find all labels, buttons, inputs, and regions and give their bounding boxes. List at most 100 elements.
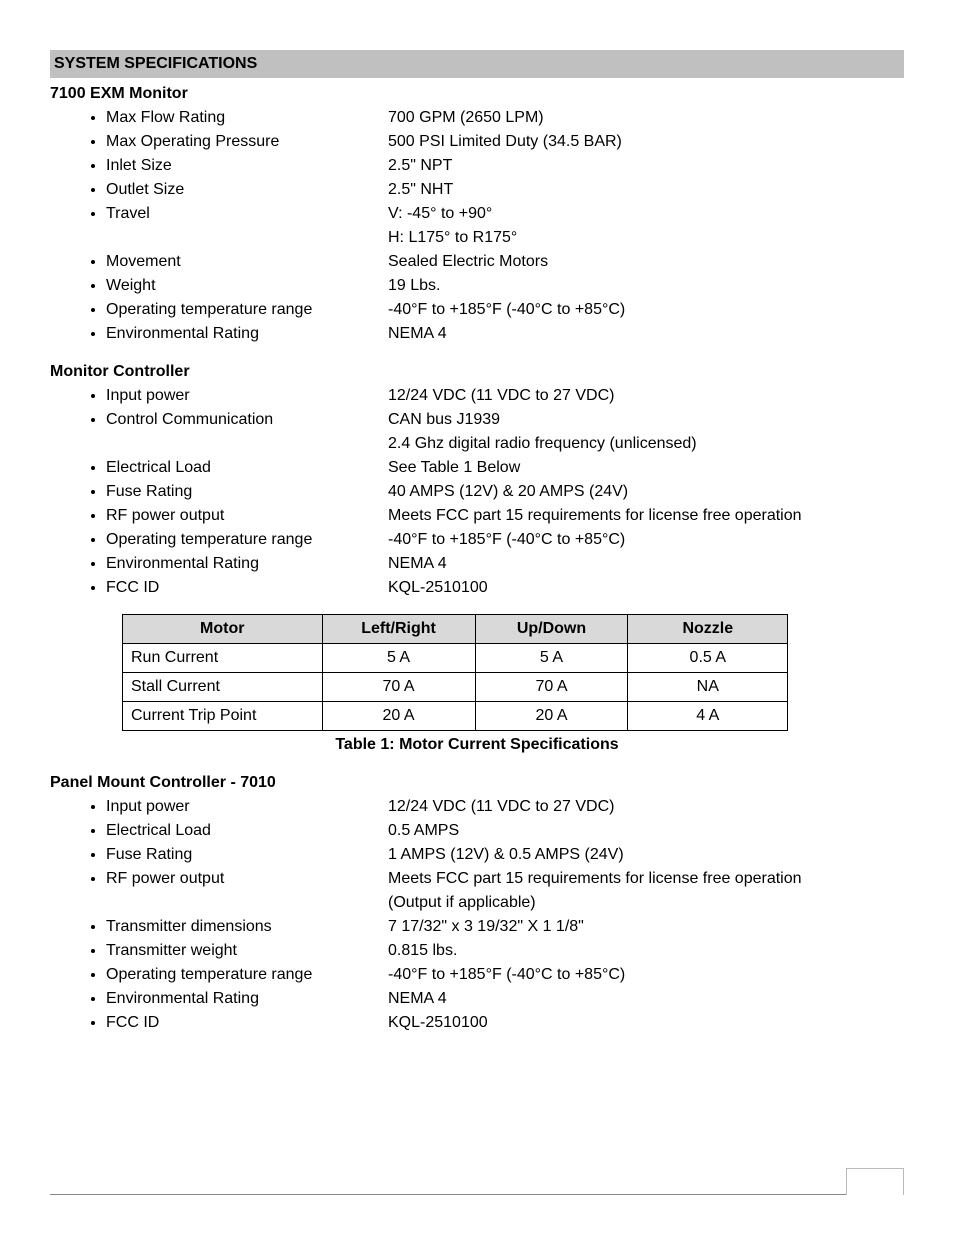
spec-label: FCC ID (106, 576, 388, 600)
table-caption: Table 1: Motor Current Specifications (50, 733, 904, 757)
spec-label: Environmental Rating (106, 987, 388, 1011)
spec-value: 2.5" NPT (388, 154, 904, 178)
footer-rule (50, 1194, 904, 1195)
table-header: Nozzle (628, 615, 788, 644)
spec-value: 2.5" NHT (388, 178, 904, 202)
section1-list: Max Flow Rating700 GPM (2650 LPM)Max Ope… (50, 106, 904, 346)
spec-label: Travel (106, 202, 388, 226)
spec-value: 700 GPM (2650 LPM) (388, 106, 904, 130)
spec-item: Transmitter weight0.815 lbs. (106, 939, 904, 963)
spec-label: Environmental Rating (106, 552, 388, 576)
footer-pagenum-box (846, 1168, 904, 1195)
spec-item: Operating temperature range-40°F to +185… (106, 963, 904, 987)
table-row: Current Trip Point20 A20 A4 A (123, 702, 788, 731)
table-cell: Run Current (123, 644, 323, 673)
spec-label: Fuse Rating (106, 843, 388, 867)
spec-value: NEMA 4 (388, 552, 904, 576)
spec-label: Electrical Load (106, 819, 388, 843)
table-cell: Current Trip Point (123, 702, 323, 731)
spec-value-cont: (Output if applicable) (388, 891, 904, 915)
spec-item: Environmental RatingNEMA 4 (106, 322, 904, 346)
section3-list: Input power12/24 VDC (11 VDC to 27 VDC)E… (50, 795, 904, 1035)
spec-label: FCC ID (106, 1011, 388, 1035)
spec-label: Control Communication (106, 408, 388, 432)
spec-item: Environmental RatingNEMA 4 (106, 987, 904, 1011)
spec-item: Inlet Size2.5" NPT (106, 154, 904, 178)
spec-item: Fuse Rating40 AMPS (12V) & 20 AMPS (24V) (106, 480, 904, 504)
spec-item: Max Operating Pressure500 PSI Limited Du… (106, 130, 904, 154)
spec-item: Outlet Size2.5" NHT (106, 178, 904, 202)
spec-item: FCC IDKQL-2510100 (106, 1011, 904, 1035)
motor-table: MotorLeft/RightUp/DownNozzleRun Current5… (122, 614, 788, 731)
table-row: Run Current5 A5 A0.5 A (123, 644, 788, 673)
spec-label: Outlet Size (106, 178, 388, 202)
spec-label: Max Flow Rating (106, 106, 388, 130)
spec-item: MovementSealed Electric Motors (106, 250, 904, 274)
table-header: Motor (123, 615, 323, 644)
spec-item: Transmitter dimensions7 17/32" x 3 19/32… (106, 915, 904, 939)
spec-value: V: -45° to +90° (388, 202, 904, 226)
section2-list: Input power12/24 VDC (11 VDC to 27 VDC)C… (50, 384, 904, 600)
spec-value: 500 PSI Limited Duty (34.5 BAR) (388, 130, 904, 154)
table-cell: 4 A (628, 702, 788, 731)
spec-item: Electrical LoadSee Table 1 Below (106, 456, 904, 480)
spec-value: KQL-2510100 (388, 1011, 904, 1035)
spec-item: TravelV: -45° to +90°H: L175° to R175° (106, 202, 904, 250)
spec-value: -40°F to +185°F (-40°C to +85°C) (388, 298, 904, 322)
spec-item: Operating temperature range-40°F to +185… (106, 528, 904, 552)
spec-label: Inlet Size (106, 154, 388, 178)
table-row: Stall Current70 A70 ANA (123, 673, 788, 702)
spec-value: 40 AMPS (12V) & 20 AMPS (24V) (388, 480, 904, 504)
spec-item: FCC IDKQL-2510100 (106, 576, 904, 600)
spec-label: Input power (106, 384, 388, 408)
spec-item: Environmental RatingNEMA 4 (106, 552, 904, 576)
table-header: Left/Right (322, 615, 475, 644)
table-cell: Stall Current (123, 673, 323, 702)
table-cell: NA (628, 673, 788, 702)
spec-value: CAN bus J1939 (388, 408, 904, 432)
table-header: Up/Down (475, 615, 628, 644)
spec-item: Fuse Rating1 AMPS (12V) & 0.5 AMPS (24V) (106, 843, 904, 867)
spec-label: RF power output (106, 867, 388, 891)
spec-value: NEMA 4 (388, 987, 904, 1011)
spec-label: Weight (106, 274, 388, 298)
spec-item: Input power12/24 VDC (11 VDC to 27 VDC) (106, 384, 904, 408)
spec-value: 1 AMPS (12V) & 0.5 AMPS (24V) (388, 843, 904, 867)
spec-label: Operating temperature range (106, 963, 388, 987)
spec-item: Weight19 Lbs. (106, 274, 904, 298)
spec-value: Meets FCC part 15 requirements for licen… (388, 867, 904, 891)
section3-title: Panel Mount Controller - 7010 (50, 771, 904, 795)
spec-label: Operating temperature range (106, 298, 388, 322)
spec-item: Max Flow Rating700 GPM (2650 LPM) (106, 106, 904, 130)
spec-item: Operating temperature range-40°F to +185… (106, 298, 904, 322)
spec-item: Input power12/24 VDC (11 VDC to 27 VDC) (106, 795, 904, 819)
table-cell: 20 A (322, 702, 475, 731)
spec-value: 0.815 lbs. (388, 939, 904, 963)
spec-value: 7 17/32" x 3 19/32" X 1 1/8" (388, 915, 904, 939)
spec-item: Control CommunicationCAN bus J19392.4 Gh… (106, 408, 904, 456)
spec-label: Input power (106, 795, 388, 819)
spec-value: Meets FCC part 15 requirements for licen… (388, 504, 904, 528)
spec-value: -40°F to +185°F (-40°C to +85°C) (388, 528, 904, 552)
spec-label: Environmental Rating (106, 322, 388, 346)
spec-value: 0.5 AMPS (388, 819, 904, 843)
table-cell: 0.5 A (628, 644, 788, 673)
spec-value: KQL-2510100 (388, 576, 904, 600)
table-cell: 20 A (475, 702, 628, 731)
table-cell: 5 A (475, 644, 628, 673)
spec-item: Electrical Load0.5 AMPS (106, 819, 904, 843)
spec-value: 12/24 VDC (11 VDC to 27 VDC) (388, 384, 904, 408)
spec-item: RF power outputMeets FCC part 15 require… (106, 504, 904, 528)
spec-value-cont: H: L175° to R175° (388, 226, 904, 250)
spec-label: Electrical Load (106, 456, 388, 480)
spec-value-cont: 2.4 Ghz digital radio frequency (unlicen… (388, 432, 904, 456)
section-header-bar: SYSTEM SPECIFICATIONS (50, 50, 904, 78)
spec-label: RF power output (106, 504, 388, 528)
spec-label: Operating temperature range (106, 528, 388, 552)
table-cell: 5 A (322, 644, 475, 673)
section2-title: Monitor Controller (50, 360, 904, 384)
spec-value: NEMA 4 (388, 322, 904, 346)
section1-title: 7100 EXM Monitor (50, 82, 904, 106)
spec-value: -40°F to +185°F (-40°C to +85°C) (388, 963, 904, 987)
spec-item: RF power outputMeets FCC part 15 require… (106, 867, 904, 915)
